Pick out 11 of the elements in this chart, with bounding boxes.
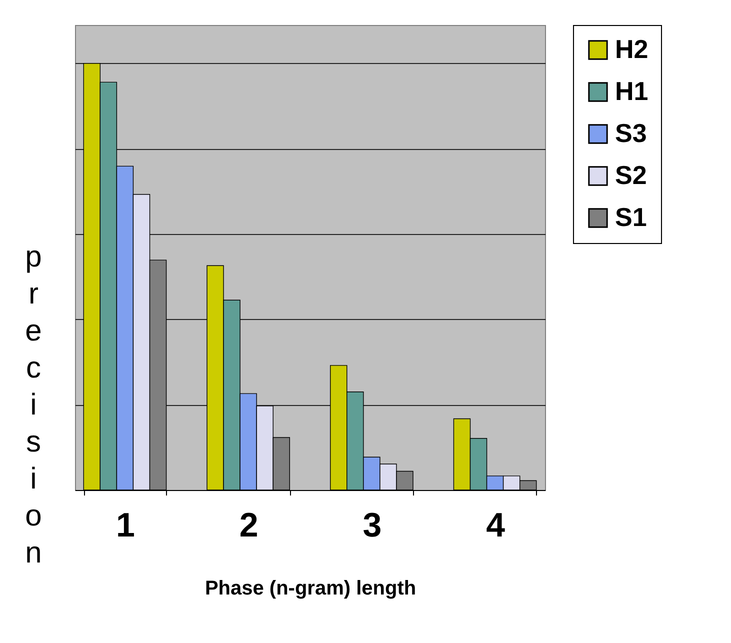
legend-label: S3 bbox=[615, 118, 647, 148]
x-tick-label: 3 bbox=[362, 506, 382, 544]
x-tick-label: 4 bbox=[486, 506, 506, 544]
x-tick-label: 2 bbox=[239, 506, 258, 544]
x-tick-label: 1 bbox=[116, 506, 135, 544]
text: precision bbox=[25, 240, 42, 570]
legend-label: S1 bbox=[615, 202, 647, 232]
x-axis-title: Phase (n-gram) length bbox=[204, 578, 416, 600]
legend-label: S2 bbox=[615, 160, 647, 190]
legend-label: H2 bbox=[615, 34, 648, 64]
legend-label: H1 bbox=[615, 76, 648, 106]
